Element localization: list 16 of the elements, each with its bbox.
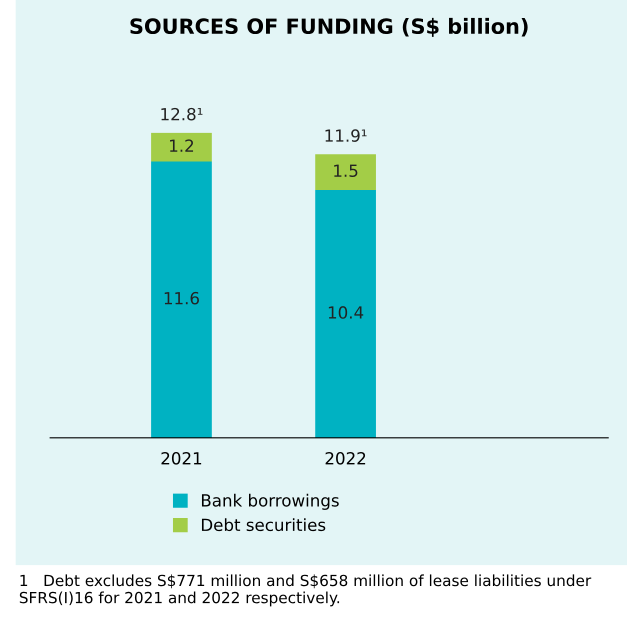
total-label: 11.9¹ <box>326 129 367 142</box>
data-label: 10.4 <box>328 306 364 319</box>
chart-title: SOURCES OF FUNDING (S$ billion) <box>130 18 528 37</box>
bar <box>151 161 212 438</box>
bar <box>315 190 376 438</box>
x-tick-label: 2022 <box>326 452 366 465</box>
text: 1 Debt excludes S$771 million and S$658 million of lease liabilities under SFRS(I)16 for 2021 and 2022 respectively. <box>20 574 592 606</box>
data-label: 1.5 <box>334 164 358 177</box>
bar <box>315 154 376 190</box>
bar <box>151 132 212 162</box>
legend-label: Bank borrowings <box>202 494 339 510</box>
x-tick-label: 2021 <box>161 452 202 465</box>
data-label: 11.6 <box>164 292 199 304</box>
data-label: 1.2 <box>170 139 194 152</box>
total-label: 12.8¹ <box>161 108 202 120</box>
legend-label: Debt securities <box>202 518 326 532</box>
